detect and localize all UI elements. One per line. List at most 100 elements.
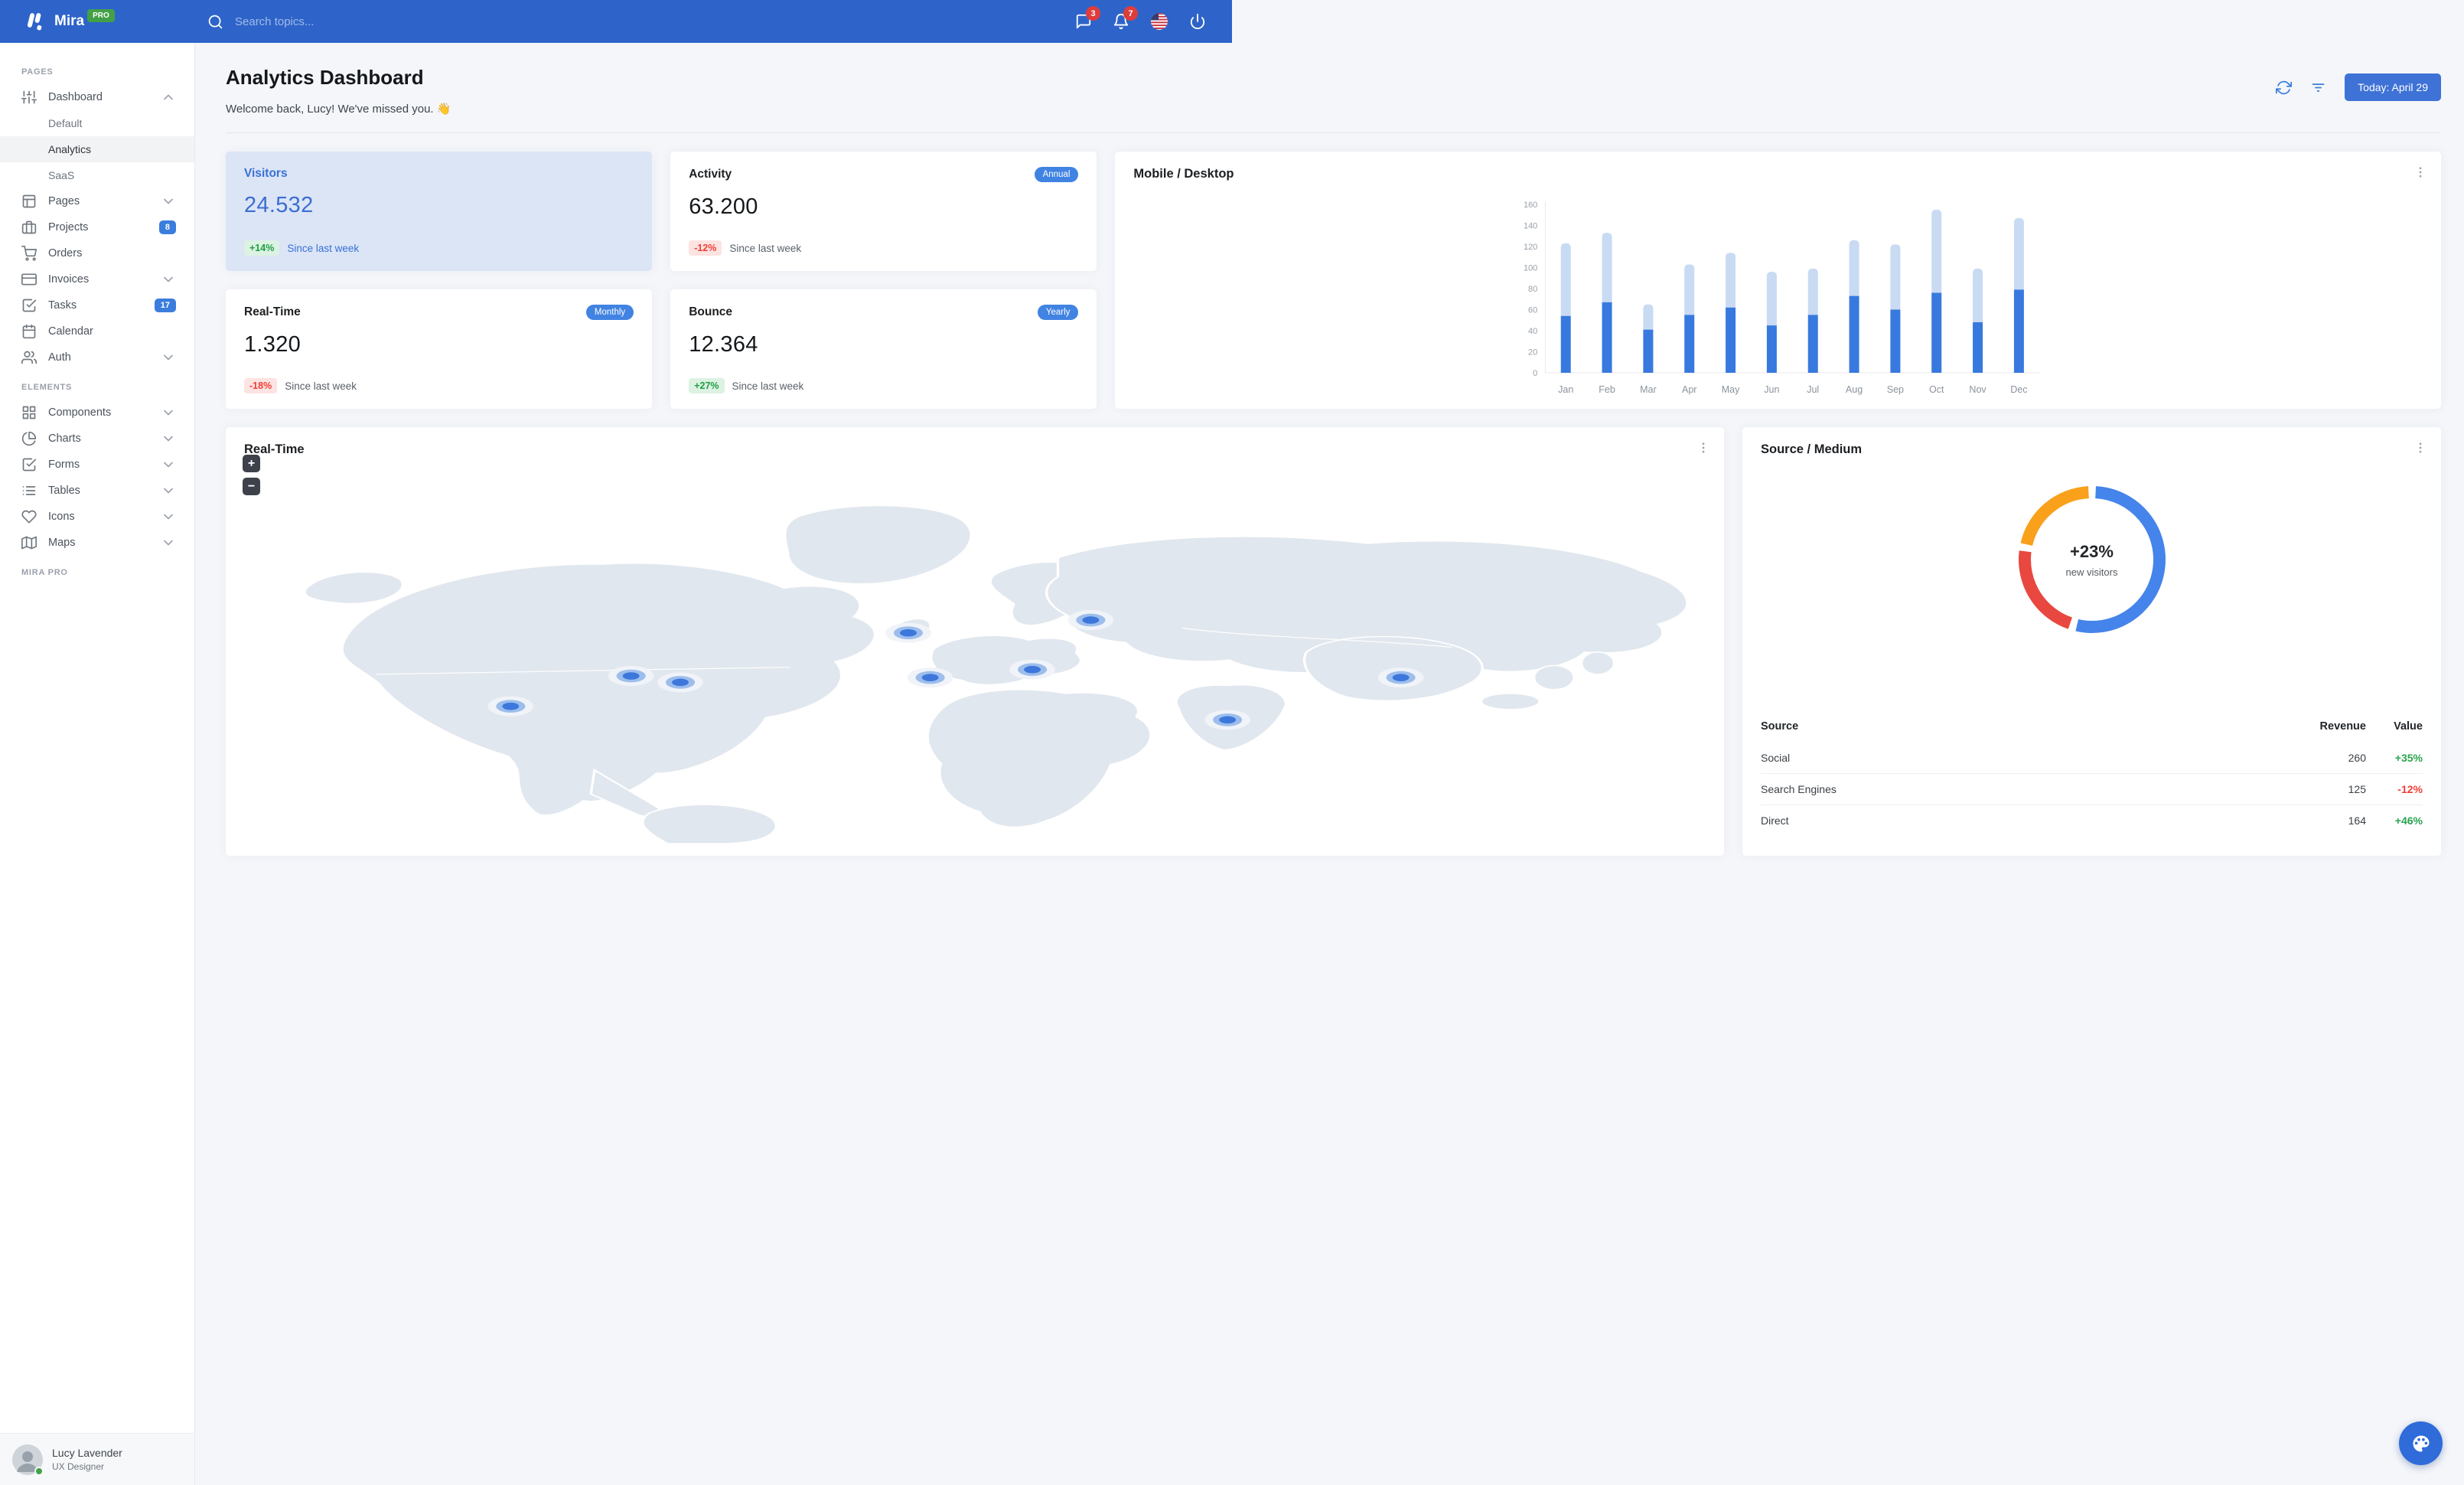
brand[interactable]: Mira PRO <box>0 8 195 33</box>
section-label-pages: PAGES <box>21 67 54 77</box>
source-table-header: Source Revenue Value <box>1761 710 2423 742</box>
kebab-icon <box>1702 442 1705 453</box>
stat-title: Activity <box>689 168 732 181</box>
sidebar-item-projects[interactable]: Projects 8 <box>0 214 194 240</box>
sidebar-subitem-saas[interactable]: SaaS <box>48 169 75 181</box>
svg-text:Nov: Nov <box>1970 384 1987 395</box>
period-pill[interactable]: Annual <box>1034 167 1079 182</box>
card-menu-button[interactable] <box>2413 165 2427 183</box>
map-marker[interactable] <box>885 622 931 643</box>
sidebar-item-dashboard[interactable]: Dashboard <box>0 84 194 110</box>
map-marker[interactable] <box>608 666 654 687</box>
filter-icon <box>2312 83 2325 92</box>
sidebar-item-components[interactable]: Components <box>0 400 194 426</box>
sidebar-item-tables[interactable]: Tables <box>0 478 194 504</box>
map-marker[interactable] <box>487 696 534 716</box>
map-marker[interactable] <box>657 672 703 693</box>
stat-change-chip: -12% <box>689 240 722 256</box>
svg-text:140: 140 <box>1524 222 1537 231</box>
period-pill[interactable]: Monthly <box>585 305 634 320</box>
sidebar-item-calendar[interactable]: Calendar <box>0 318 194 344</box>
sidebar-item-charts[interactable]: Charts <box>0 426 194 452</box>
map-marker[interactable] <box>1009 659 1055 680</box>
map-zoom-in-button[interactable]: + <box>243 455 260 472</box>
search-input[interactable] <box>233 14 448 29</box>
sidebar-item-orders[interactable]: Orders <box>0 240 194 266</box>
donut-center-value: +23% <box>2070 541 2114 561</box>
card-menu-button[interactable] <box>1696 441 1710 459</box>
theme-settings-fab[interactable] <box>2399 1421 2443 1465</box>
palette-icon <box>2413 1435 2429 1451</box>
svg-text:Jun: Jun <box>1765 384 1780 395</box>
mira-logo-icon <box>27 13 42 31</box>
chevron-down-icon <box>161 509 176 524</box>
source-donut-chart <box>2018 486 2166 633</box>
messages-button[interactable]: 3 <box>1075 6 1100 30</box>
user-role: UX Designer <box>52 1461 105 1472</box>
stat-title: Bounce <box>689 305 733 318</box>
source-name: Social <box>1761 751 1791 764</box>
chevron-down-icon <box>161 194 176 209</box>
refresh-button[interactable] <box>2276 80 2293 96</box>
sidebar-item-pages[interactable]: Pages <box>0 188 194 214</box>
sidebar-item-maps[interactable]: Maps <box>0 530 194 556</box>
chevron-down-icon <box>161 405 176 420</box>
stat-title: Visitors <box>244 167 288 180</box>
sidebar-item-invoices[interactable]: Invoices <box>0 266 194 292</box>
sidebar-subitem-default[interactable]: Default <box>48 117 83 129</box>
users-icon <box>21 350 37 365</box>
chevron-down-icon <box>161 483 176 498</box>
power-icon <box>1190 13 1205 30</box>
chevron-down-icon <box>161 350 176 365</box>
chevron-down-icon <box>161 457 176 472</box>
period-pill[interactable]: Yearly <box>1037 305 1079 320</box>
donut-slice-search-engines[interactable] <box>2018 550 2072 629</box>
navbar-search[interactable] <box>207 14 448 30</box>
stat-change-chip: +27% <box>689 378 725 393</box>
col-source: Source <box>1761 720 1799 733</box>
source-name: Search Engines <box>1761 783 1837 795</box>
sidebar-item-auth[interactable]: Auth <box>0 344 194 370</box>
svg-text:20: 20 <box>1528 348 1537 357</box>
svg-text:Feb: Feb <box>1599 384 1616 395</box>
briefcase-icon <box>21 220 37 235</box>
notifications-button[interactable]: 7 <box>1113 6 1138 30</box>
source-row-social: Social 260 +35% <box>1761 742 2423 773</box>
sidebar-item-forms[interactable]: Forms <box>0 452 194 478</box>
sidebar-item-icons[interactable]: Icons <box>0 504 194 530</box>
donut-slice-direct[interactable] <box>2019 486 2089 547</box>
col-revenue: Revenue <box>2319 720 2366 733</box>
map-marker[interactable] <box>1067 610 1114 631</box>
sidebar-item-label: Pages <box>48 195 80 207</box>
mobile-desktop-chart-card: Mobile / Desktop 0 20 40 60 80 100 120 140 160 Ja… <box>1115 152 2441 409</box>
map-marker[interactable] <box>1204 710 1250 730</box>
svg-text:160: 160 <box>1524 201 1537 210</box>
stat-card-bounce: Bounce Yearly 12.364 +27% Since last wee… <box>670 289 1097 409</box>
heart-icon <box>21 509 37 524</box>
donut-slice-social[interactable] <box>2075 486 2166 633</box>
calendar-icon <box>21 324 37 339</box>
sidebar-subitem-analytics[interactable]: Analytics <box>0 136 194 162</box>
map-icon <box>21 535 37 550</box>
sidebar-item-label: Auth <box>48 351 71 364</box>
us-flag-icon <box>1151 13 1168 30</box>
map-marker[interactable] <box>907 667 953 688</box>
section-label-elements: ELEMENTS <box>21 383 73 392</box>
map-zoom-out-button[interactable]: − <box>243 478 260 495</box>
map-marker[interactable] <box>1377 667 1424 688</box>
card-menu-button[interactable] <box>2413 441 2427 459</box>
svg-text:May: May <box>1722 384 1740 395</box>
date-range-button[interactable]: Today: April 29 <box>2345 73 2441 101</box>
sidebar-item-tasks[interactable]: Tasks 17 <box>0 292 194 318</box>
count-badge: 8 <box>158 220 176 234</box>
language-button[interactable] <box>1150 12 1168 31</box>
top-navbar: Mira PRO 3 7 <box>0 0 1232 43</box>
source-medium-card: Source / Medium +23% new visitors Source <box>1742 427 2441 856</box>
logout-button[interactable] <box>1189 13 1206 30</box>
filter-button[interactable] <box>2310 80 2326 96</box>
world-map[interactable] <box>233 468 1716 844</box>
sidebar-user[interactable]: Lucy Lavender UX Designer <box>0 1433 194 1485</box>
sidebar: PAGES Dashboard Default Analytics SaaS Pages P… <box>0 43 195 1485</box>
stat-change-chip: +14% <box>244 240 280 256</box>
refresh-icon <box>2276 80 2293 94</box>
